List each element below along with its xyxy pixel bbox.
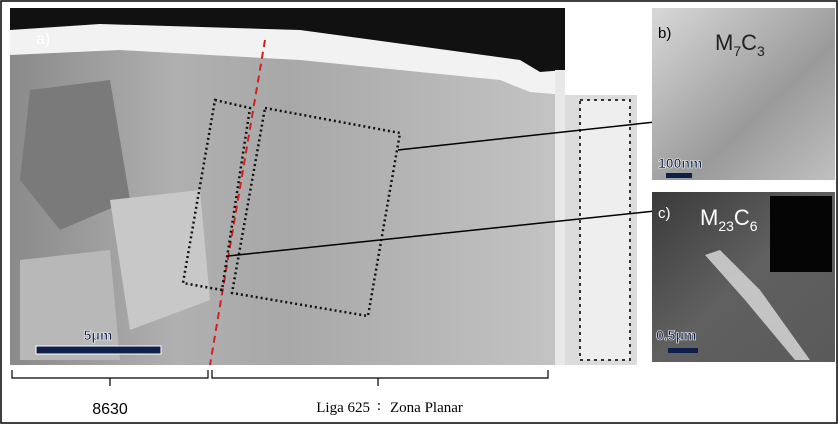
panel-c: c) M23C6 0.5μm — [652, 192, 835, 362]
phase-part: M — [715, 30, 733, 55]
panel-label: a) — [36, 31, 50, 48]
brace — [12, 370, 208, 386]
phase-part: C — [741, 30, 757, 55]
scale-bar — [666, 173, 692, 178]
brace — [212, 370, 548, 386]
strip — [555, 70, 565, 365]
region-label: Liga 625 — [316, 400, 370, 416]
page: a) 5μm b) M7C3 100nm c) M23C6 0.5μm 8630… — [0, 0, 838, 424]
phase-part: M — [700, 205, 718, 230]
diffraction-inset — [770, 196, 832, 272]
region-label: Zona Planar — [390, 400, 463, 416]
scale-text: 0.5μm — [656, 327, 696, 343]
panel-label: c) — [658, 205, 671, 222]
phase-part: 7 — [733, 43, 741, 59]
scale-bar — [36, 346, 161, 354]
region-label: 8630 — [92, 401, 128, 418]
phase-part: 3 — [757, 43, 765, 59]
texture — [580, 100, 630, 360]
phase-part: 23 — [718, 218, 734, 234]
phase-part: C — [734, 205, 750, 230]
panel-label: b) — [658, 25, 671, 42]
grain — [20, 250, 120, 360]
panel-a: a) 5μm — [10, 8, 655, 365]
separator: : — [377, 398, 381, 414]
phase-part: 6 — [750, 218, 758, 234]
scale-bar — [668, 348, 698, 353]
scale-text: 5μm — [84, 327, 113, 343]
figure: a) 5μm b) M7C3 100nm c) M23C6 0.5μm 8630… — [0, 0, 838, 424]
braces — [12, 370, 548, 386]
panel-b: b) M7C3 100nm — [652, 8, 835, 180]
scale-text: 100nm — [658, 155, 702, 171]
